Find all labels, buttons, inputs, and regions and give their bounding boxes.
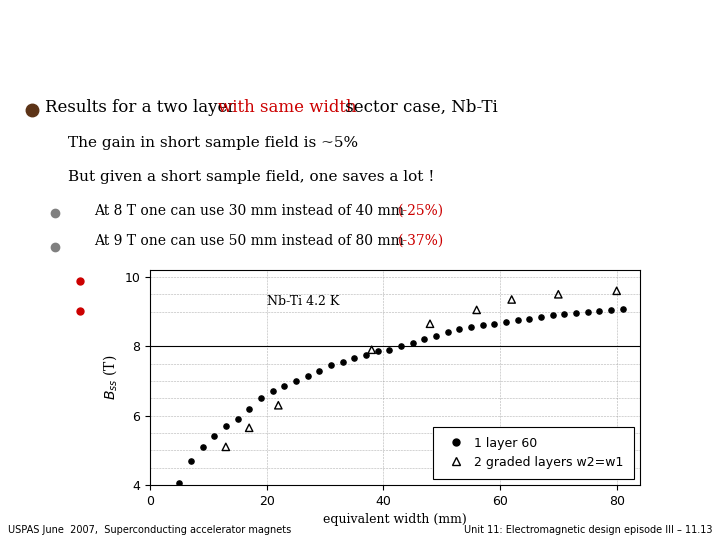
Point xyxy=(360,350,372,359)
Point xyxy=(430,332,441,340)
Point xyxy=(523,314,535,323)
Text: USPAS June  2007,  Superconducting accelerator magnets: USPAS June 2007, Superconducting acceler… xyxy=(8,525,292,535)
Point xyxy=(185,456,197,465)
Text: At 9 T one can use 50 mm instead of 80 mm: At 9 T one can use 50 mm instead of 80 m… xyxy=(94,234,408,248)
Y-axis label: $\mathit{B}_{ss}$ (T): $\mathit{B}_{ss}$ (T) xyxy=(101,355,119,400)
Point xyxy=(424,320,436,328)
Point xyxy=(454,325,465,333)
Point xyxy=(313,366,325,375)
Point xyxy=(290,376,302,385)
Point xyxy=(617,305,629,313)
Point xyxy=(559,310,570,319)
Point xyxy=(372,347,383,356)
Point xyxy=(611,287,622,295)
Point xyxy=(197,443,208,451)
Point xyxy=(582,307,593,316)
Point xyxy=(471,306,482,314)
Text: The gain in short sample field is ~5%: The gain in short sample field is ~5% xyxy=(68,136,358,150)
Point xyxy=(384,346,395,354)
Point xyxy=(535,313,546,321)
Point xyxy=(593,307,605,315)
Point xyxy=(552,290,564,299)
Point xyxy=(255,394,266,403)
Point xyxy=(266,387,278,396)
Point xyxy=(208,432,220,441)
Text: But given a short sample field, one saves a lot !: But given a short sample field, one save… xyxy=(68,170,434,184)
Point xyxy=(366,346,377,354)
Point xyxy=(500,318,512,326)
Point xyxy=(243,423,255,432)
Text: Results for a two layer: Results for a two layer xyxy=(45,98,240,116)
Point xyxy=(488,320,500,328)
Text: (-25%): (-25%) xyxy=(398,204,444,218)
Point xyxy=(418,335,430,343)
Point xyxy=(220,422,232,430)
Text: Nb-Ti 4.2 K: Nb-Ti 4.2 K xyxy=(266,295,339,308)
Point xyxy=(512,316,523,325)
Point xyxy=(465,323,477,332)
Point xyxy=(605,306,616,314)
Text: (-37%): (-37%) xyxy=(398,234,444,248)
Point xyxy=(273,401,284,409)
Point xyxy=(442,328,454,337)
Text: At 8 T one can use 30 mm instead of 40 mm: At 8 T one can use 30 mm instead of 40 m… xyxy=(94,204,408,218)
Legend: 1 layer 60, 2 graded layers w2=w1: 1 layer 60, 2 graded layers w2=w1 xyxy=(433,427,634,479)
Point xyxy=(570,309,582,318)
Point xyxy=(279,382,290,390)
X-axis label: equivalent width (mm): equivalent width (mm) xyxy=(323,514,467,526)
Text: 2. GRADING TECHNIQUES - DIPOLES: 2. GRADING TECHNIQUES - DIPOLES xyxy=(122,25,598,49)
Point xyxy=(395,342,407,350)
Point xyxy=(302,372,313,380)
Point xyxy=(407,339,418,347)
Text: sector case, Nb-Ti: sector case, Nb-Ti xyxy=(340,98,498,116)
Point xyxy=(220,443,232,451)
Point xyxy=(337,357,348,366)
Text: Unit 11: Electromagnetic design episode III – 11.13: Unit 11: Electromagnetic design episode … xyxy=(464,525,712,535)
Point xyxy=(546,310,558,319)
Point xyxy=(232,415,243,423)
Point xyxy=(348,354,360,363)
Point xyxy=(506,295,518,304)
Point xyxy=(174,479,185,488)
Point xyxy=(477,321,488,330)
Text: with same width: with same width xyxy=(218,98,356,116)
Point xyxy=(243,404,255,413)
Point xyxy=(325,361,336,370)
